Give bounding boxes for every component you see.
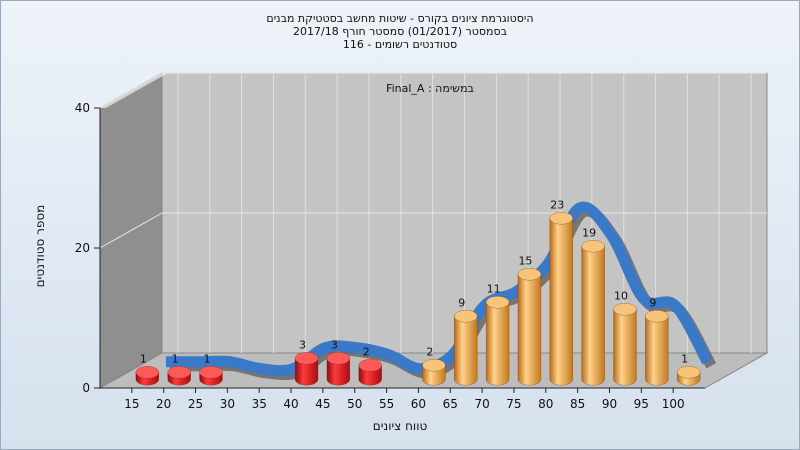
data-label-45: 3 <box>331 338 338 351</box>
bar-body <box>613 309 637 386</box>
x-tick-label-70: 70 <box>474 397 489 411</box>
bar-body <box>485 302 510 386</box>
bar-top <box>517 268 542 281</box>
chart-subtitle-students: סטודנטים רשומים - 116 <box>342 38 458 51</box>
bar-top <box>581 240 605 253</box>
chart-subtitle-semester: בסמסטר (01/2017) סמסטר חורף 2017/18 <box>293 25 507 38</box>
x-tick-label-100: 100 <box>662 397 685 411</box>
bar-100 <box>677 366 701 386</box>
bar-25 <box>199 366 223 386</box>
axes: 0 20 40 15 20 25 30 35 40 45 50 55 60 65 70 75 80 85 90 95 1… <box>75 101 705 411</box>
data-label-75: 15 <box>518 254 532 267</box>
bars <box>135 212 701 386</box>
grid-line-left-20 <box>99 212 163 249</box>
bar-top <box>326 352 351 365</box>
x-tick-label-25: 25 <box>188 397 203 411</box>
bar-80 <box>549 212 573 386</box>
bar-body <box>326 358 351 386</box>
bar-top <box>199 366 223 379</box>
bar-top <box>422 359 446 372</box>
bar-20 <box>167 366 191 386</box>
x-tick-label-65: 65 <box>443 397 458 411</box>
x-axis-title: טווח ציונים <box>373 419 428 433</box>
data-label-20: 1 <box>172 352 179 365</box>
x-tick-label-45: 45 <box>315 397 330 411</box>
x-tick-label-55: 55 <box>379 397 394 411</box>
bar-top <box>613 303 637 316</box>
bar-65 <box>454 310 478 386</box>
bar-70 <box>485 296 510 386</box>
bar-top <box>454 310 478 323</box>
bar-body <box>581 246 605 386</box>
bar-body <box>645 316 669 386</box>
data-label-40: 3 <box>299 338 306 351</box>
bar-body <box>517 274 542 386</box>
y-tick-label: 40 <box>75 101 90 115</box>
bar-60 <box>422 359 446 386</box>
x-tick-label-85: 85 <box>570 397 585 411</box>
bar-40 <box>294 352 319 386</box>
data-label-90: 10 <box>614 289 628 302</box>
bar-50 <box>358 359 382 386</box>
bar-85 <box>581 240 605 386</box>
bar-top <box>167 366 191 379</box>
x-tick-label-50: 50 <box>347 397 362 411</box>
data-label-85: 19 <box>582 226 596 239</box>
series-label: במשימה : Final_A <box>386 82 474 95</box>
bar-top <box>677 366 701 379</box>
data-label-95: 9 <box>649 296 656 309</box>
x-tick-label-90: 90 <box>602 397 617 411</box>
x-tick-label-35: 35 <box>252 397 267 411</box>
bar-top <box>645 310 669 323</box>
data-label-50: 2 <box>363 345 370 358</box>
data-label-60: 2 <box>426 345 433 358</box>
bar-15 <box>135 366 159 386</box>
data-label-15: 1 <box>140 352 147 365</box>
bar-95 <box>645 310 669 386</box>
data-label-65: 9 <box>458 296 465 309</box>
bar-top <box>135 366 159 379</box>
x-tick-label-80: 80 <box>538 397 553 411</box>
data-label-70: 11 <box>487 282 501 295</box>
data-label-80: 23 <box>550 198 564 211</box>
bar-body <box>294 358 319 386</box>
left-wall-edge <box>100 73 168 108</box>
bar-75 <box>517 268 542 386</box>
bar-45 <box>326 352 351 386</box>
bar-body <box>549 218 573 386</box>
y-axis-title: מספר סטודנטים <box>33 205 47 288</box>
x-tick-label-75: 75 <box>506 397 521 411</box>
bar-top <box>358 359 382 372</box>
data-label-100: 1 <box>681 352 688 365</box>
chart-title: היסטוגרמת ציונים בקורס - שיטות מחשב בסטט… <box>266 12 534 25</box>
x-tick-label-20: 20 <box>156 397 171 411</box>
bar-top <box>294 352 319 365</box>
y-tick-label: 20 <box>75 241 90 255</box>
y-tick-label: 0 <box>82 381 90 395</box>
x-tick-label-15: 15 <box>124 397 139 411</box>
x-tick-label-30: 30 <box>220 397 235 411</box>
grid-line-left-40 <box>99 72 163 109</box>
x-tick-label-95: 95 <box>634 397 649 411</box>
bar-top <box>549 212 573 225</box>
x-tick-label-60: 60 <box>411 397 426 411</box>
bar-90 <box>613 303 637 386</box>
bar-top <box>485 296 510 309</box>
x-tick-label-40: 40 <box>283 397 298 411</box>
bar-body <box>454 316 478 386</box>
data-label-25: 1 <box>204 352 211 365</box>
